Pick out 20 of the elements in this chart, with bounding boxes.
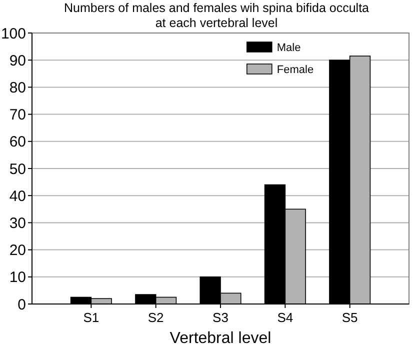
y-tick-label: 0 <box>18 296 26 314</box>
y-tick-label: 70 <box>9 106 26 124</box>
y-tick-label: 90 <box>9 52 26 70</box>
x-axis-title: Vertebral level <box>170 330 272 347</box>
x-tick-label: S1 <box>83 310 100 325</box>
legend-label: Male <box>276 42 301 54</box>
x-tick-label: S2 <box>148 310 164 325</box>
y-tick-label: 40 <box>9 188 26 205</box>
y-tick-label: 100 <box>0 25 26 42</box>
y-tick-label: 60 <box>9 134 26 151</box>
y-tick-label: 80 <box>9 79 26 96</box>
y-tick-label: 30 <box>9 214 26 232</box>
legend-label: Female <box>276 64 314 76</box>
chart-title: Numbers of males and females wih spina bifida occulta at each vertebral level <box>64 1 370 30</box>
y-tick-label: 10 <box>9 269 26 286</box>
x-tick-label: S3 <box>212 310 228 325</box>
y-tick-label: 20 <box>9 242 26 260</box>
x-tick-label: S5 <box>342 310 358 325</box>
x-tick-label: S4 <box>277 310 294 325</box>
y-tick-label: 50 <box>9 160 26 178</box>
